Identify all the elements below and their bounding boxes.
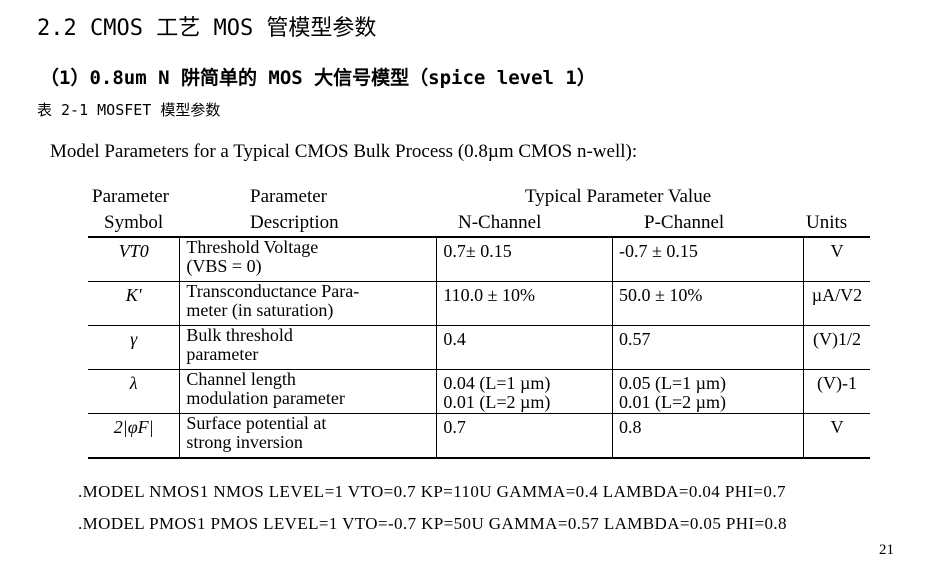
units-cell: (V)-1 <box>802 369 870 414</box>
value-line: 50.0 ± 10% <box>619 285 703 305</box>
n-channel-cell: 0.7 <box>436 413 614 459</box>
n-channel-cell: 0.7± 0.15 <box>436 236 614 282</box>
table-row: VT0 Threshold Voltage (VBS = 0) 0.7± 0.15… <box>88 236 870 282</box>
description-line: Surface potential at <box>186 413 327 433</box>
units-cell: V <box>802 413 870 459</box>
symbol-cell: VT0 <box>88 236 181 282</box>
symbol-cell: λ <box>88 369 181 414</box>
description-line: (VBS = 0) <box>186 256 262 276</box>
spice-model-line-nmos: .MODEL NMOS1 NMOS LEVEL=1 VTO=0.7 KP=110… <box>78 482 786 501</box>
symbol-cell: 2|φF| <box>88 413 181 459</box>
description-cell: Threshold Voltage (VBS = 0) <box>179 236 438 282</box>
table-caption: 表 2-1 MOSFET 模型参数 <box>37 101 221 119</box>
subsection-heading: （1）0.8um N 阱简单的 MOS 大信号模型（spice level 1） <box>40 67 596 89</box>
description-cell: Channel length modulation parameter <box>179 369 438 414</box>
description-line: Bulk threshold <box>186 325 293 345</box>
p-channel-cell: 0.05 (L=1 µm) 0.01 (L=2 µm) <box>612 369 804 414</box>
value-line: 0.04 (L=1 µm) <box>443 373 551 393</box>
value-line: 0.57 <box>619 329 651 349</box>
description-line: meter (in saturation) <box>186 300 334 320</box>
mosfet-parameter-table: VT0 Threshold Voltage (VBS = 0) 0.7± 0.15… <box>88 236 870 459</box>
symbol-cell: K' <box>88 281 181 326</box>
units-cell: V <box>802 236 870 282</box>
description-cell: Bulk threshold parameter <box>179 325 438 370</box>
value-line: 0.4 <box>443 329 466 349</box>
description-cell: Transconductance Para-meter (in saturati… <box>179 281 438 326</box>
description-line: strong inversion <box>186 432 303 452</box>
value-line: 0.01 (L=2 µm) <box>619 392 727 412</box>
header-param-desc-l2: Description <box>250 212 339 233</box>
header-param-desc-l1: Parameter <box>250 186 328 207</box>
n-channel-cell: 0.04 (L=1 µm) 0.01 (L=2 µm) <box>436 369 614 414</box>
description-cell: Surface potential at strong inversion <box>179 413 438 459</box>
description-line: parameter <box>186 344 259 364</box>
value-line: 0.7± 0.15 <box>443 241 512 261</box>
spice-model-line-pmos: .MODEL PMOS1 PMOS LEVEL=1 VTO=-0.7 KP=50… <box>78 514 787 533</box>
header-p-channel: P-Channel <box>644 212 725 233</box>
symbol-cell: γ <box>88 325 181 370</box>
header-param-symbol-l1: Parameter <box>92 186 170 207</box>
value-line: 110.0 ± 10% <box>443 285 536 305</box>
n-channel-cell: 110.0 ± 10% <box>436 281 614 326</box>
description-line: Channel length <box>186 369 296 389</box>
table-row: K' Transconductance Para-meter (in satur… <box>88 281 870 326</box>
p-channel-cell: 50.0 ± 10% <box>612 281 804 326</box>
units-cell: µA/V2 <box>802 281 870 326</box>
section-heading: 2.2 CMOS 工艺 MOS 管模型参数 <box>37 16 377 41</box>
value-line: 0.05 (L=1 µm) <box>619 373 727 393</box>
table-row: 2|φF| Surface potential at strong inversi… <box>88 413 870 459</box>
table-header: Parameter Symbol Parameter Description T… <box>88 186 870 238</box>
value-line: -0.7 ± 0.15 <box>619 241 698 261</box>
header-typical-value: Typical Parameter Value <box>525 186 712 207</box>
table-row: γ Bulk threshold parameter 0.4 0.57 (V)1/… <box>88 325 870 370</box>
page-number: 21 <box>879 542 894 558</box>
value-line: 0.7 <box>443 417 466 437</box>
header-n-channel: N-Channel <box>458 212 542 233</box>
n-channel-cell: 0.4 <box>436 325 614 370</box>
p-channel-cell: 0.8 <box>612 413 804 459</box>
value-line: 0.01 (L=2 µm) <box>443 392 551 412</box>
value-line: 0.8 <box>619 417 642 437</box>
p-channel-cell: 0.57 <box>612 325 804 370</box>
header-param-symbol-l2: Symbol <box>104 212 164 233</box>
figure-title: Model Parameters for a Typical CMOS Bulk… <box>50 141 638 162</box>
p-channel-cell: -0.7 ± 0.15 <box>612 236 804 282</box>
header-units: Units <box>806 212 848 233</box>
units-cell: (V)1/2 <box>802 325 870 370</box>
description-line: Transconductance Para- <box>186 281 360 301</box>
description-line: Threshold Voltage <box>186 237 319 257</box>
table-row: λ Channel length modulation parameter 0.0… <box>88 369 870 414</box>
description-line: modulation parameter <box>186 388 345 408</box>
